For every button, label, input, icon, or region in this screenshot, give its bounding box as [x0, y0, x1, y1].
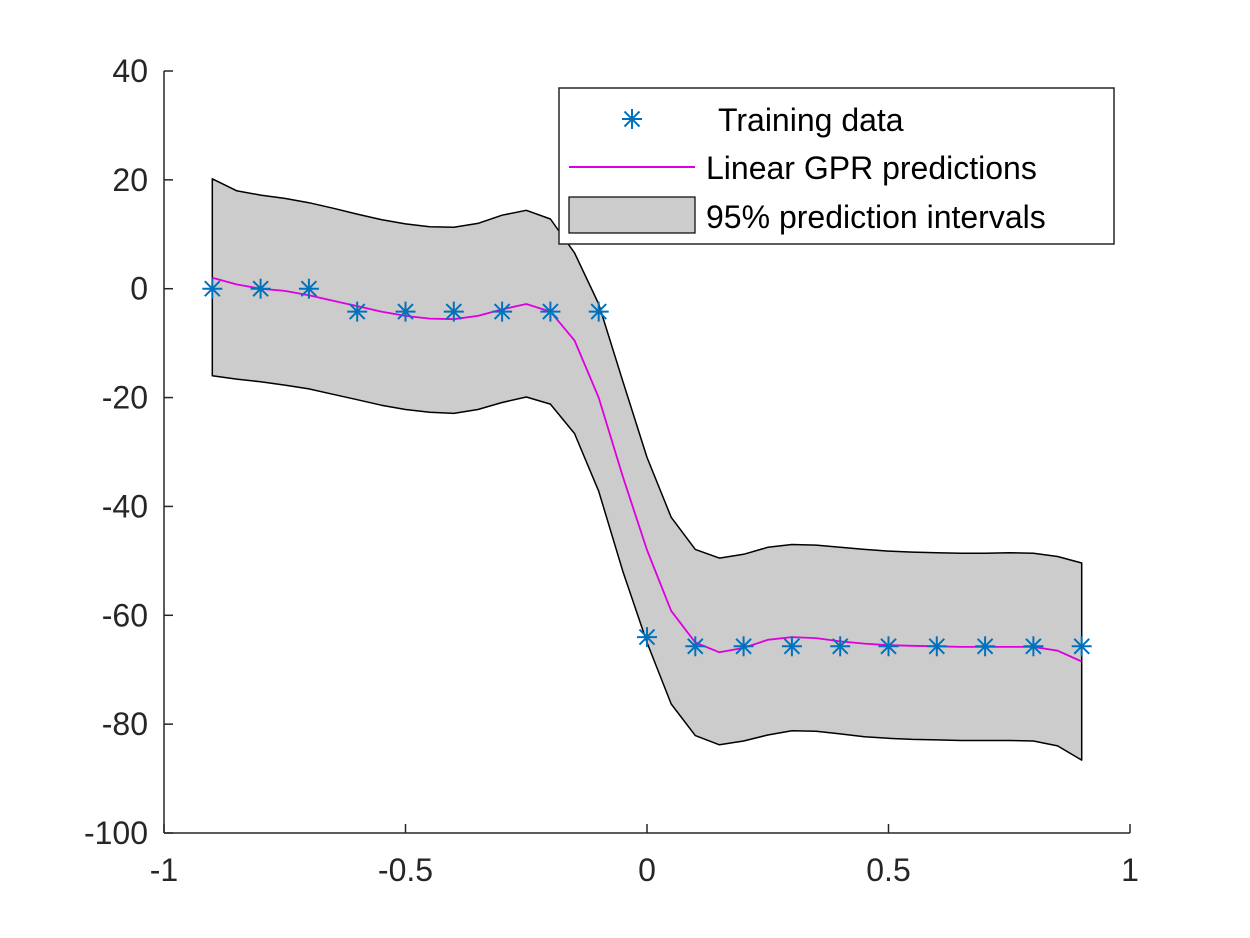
training-data-point	[250, 278, 271, 299]
training-data-point	[202, 278, 223, 299]
x-tick-label: 0	[638, 852, 656, 888]
training-data-point	[830, 636, 851, 657]
axes: -1 -0.5 0 0.5 1 -100 -80 -60 -40 -20 0 20 40	[84, 53, 1139, 888]
x-axis-ticks: -1 -0.5 0 0.5 1	[150, 824, 1139, 888]
legend-label-prediction-intervals: 95% prediction intervals	[706, 199, 1046, 235]
training-data-point	[1023, 636, 1044, 657]
legend-band-swatch	[568, 196, 696, 234]
x-tick-label: -0.5	[378, 852, 433, 888]
y-tick-label: 0	[130, 271, 148, 307]
training-data-point	[975, 636, 996, 657]
y-tick-label: -40	[102, 488, 148, 524]
training-data-layer	[202, 278, 1092, 657]
training-data-point	[878, 636, 899, 657]
y-tick-label: -20	[102, 380, 148, 416]
legend-training-data-marker-icon	[622, 109, 642, 129]
training-data-point	[685, 636, 706, 657]
prediction-interval-band-layer	[211, 178, 1083, 761]
y-tick-label: -80	[102, 706, 148, 742]
training-data-point	[492, 301, 513, 322]
prediction-interval-band	[211, 178, 1083, 761]
y-axis-ticks: -100 -80 -60 -40 -20 0 20 40	[84, 53, 173, 851]
training-data-point	[395, 301, 416, 322]
y-tick-label: 20	[112, 162, 148, 198]
legend-label-training-data: Training data	[718, 102, 904, 138]
training-data-point	[588, 301, 609, 322]
training-data-point	[540, 301, 561, 322]
legend: Training data Linear GPR predictions 95%…	[558, 87, 1115, 245]
legend-asterisk	[622, 109, 642, 129]
legend-label-linear-gpr: Linear GPR predictions	[706, 150, 1037, 186]
training-data-point	[347, 301, 368, 322]
training-data-point	[298, 278, 319, 299]
y-tick-label: -60	[102, 597, 148, 633]
plot-area	[202, 178, 1092, 761]
training-data-point	[1071, 636, 1092, 657]
y-tick-label: 40	[112, 53, 148, 89]
training-data-point	[781, 636, 802, 657]
training-data-point	[733, 636, 754, 657]
training-data-point	[926, 636, 947, 657]
x-tick-label: 0.5	[866, 852, 910, 888]
y-tick-label: -100	[84, 815, 148, 851]
x-tick-label: 1	[1121, 852, 1139, 888]
training-data-point	[637, 627, 657, 648]
training-data-point	[443, 301, 464, 322]
x-tick-label: -1	[150, 852, 178, 888]
